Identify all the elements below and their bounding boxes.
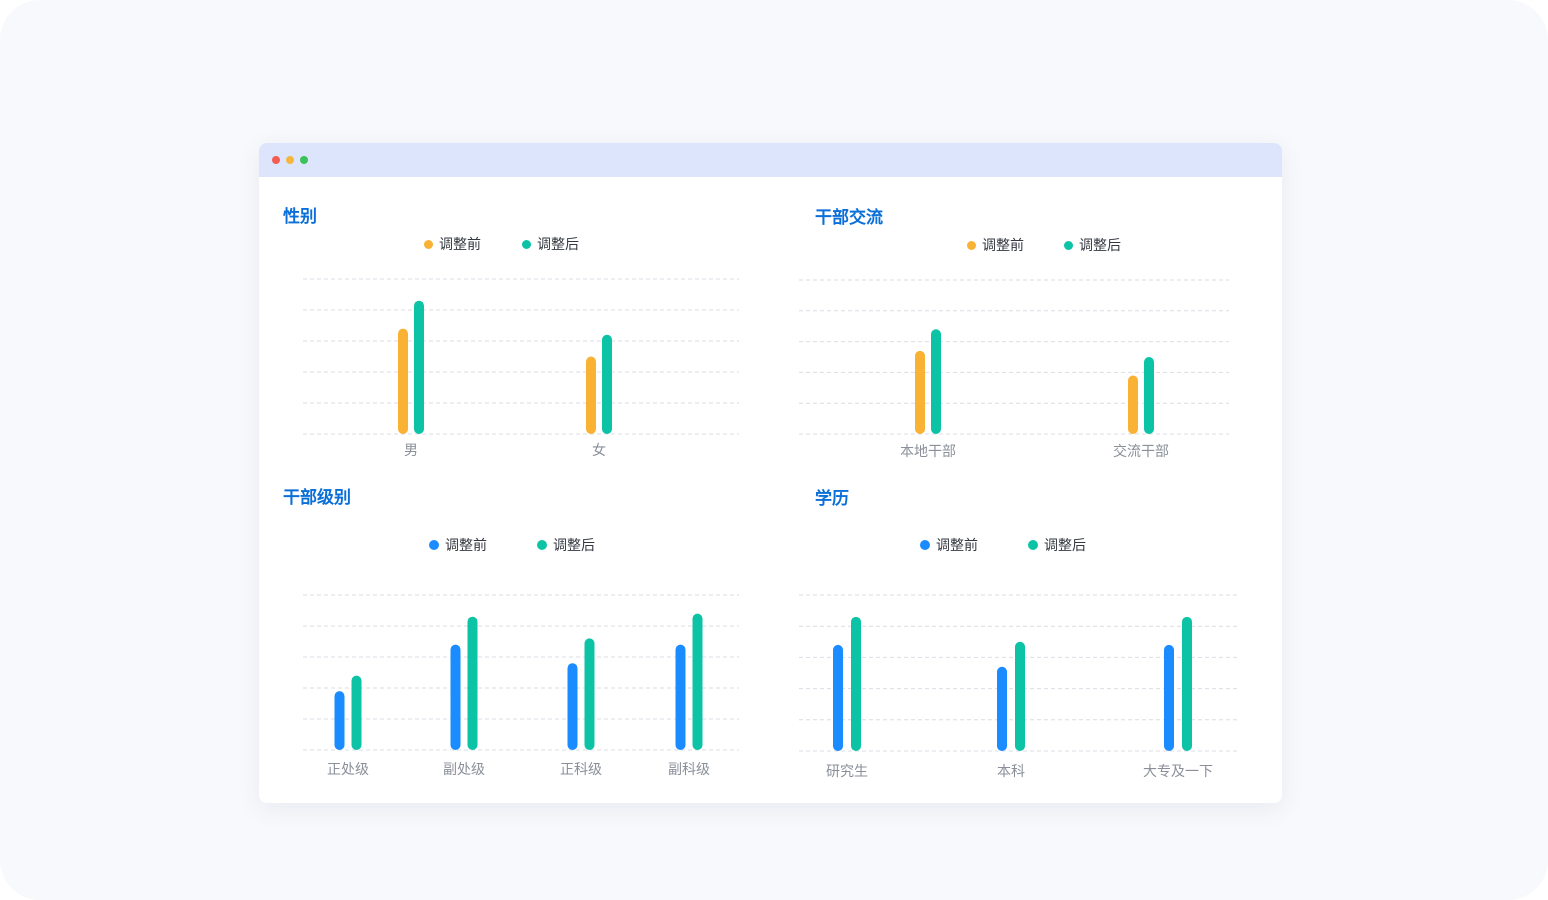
- legend-label: 调整前: [982, 238, 1024, 254]
- legend-swatch-before: [967, 240, 976, 250]
- charts-svg: 男女本地干部 交流干部正处级 副处级 正科级 副科级 研究生 本科 大专及一下: [303, 278, 1237, 780]
- bar-after: [602, 334, 612, 434]
- maximize-dot[interactable]: [300, 156, 308, 164]
- legend-label: 调整后: [1079, 238, 1121, 254]
- legend-swatch-after: [1028, 540, 1038, 550]
- panel-title-education: 学历: [815, 489, 849, 509]
- legend-swatch-after: [537, 540, 547, 550]
- panel-title-exchange: 干部交流: [815, 208, 883, 228]
- bar-before: [398, 328, 408, 434]
- legend-swatch-before: [920, 540, 930, 550]
- bar-before: [334, 691, 345, 750]
- legend-item-after[interactable]: 调整后: [537, 535, 595, 555]
- legend-item-after[interactable]: 调整后: [1028, 535, 1086, 555]
- x-tick-label: 女: [592, 442, 606, 459]
- bar-before: [586, 356, 596, 434]
- bar-after: [584, 638, 595, 750]
- x-tick-label: 正处级: [327, 762, 369, 778]
- x-tick-label: 副科级: [668, 762, 710, 778]
- bar-before: [1128, 375, 1138, 434]
- bar-before: [567, 663, 578, 750]
- legend-item-before[interactable]: 调整前: [424, 234, 481, 254]
- panel-title-gender: 性别: [283, 207, 317, 227]
- x-tick-label: 本科: [997, 764, 1025, 780]
- bar-after: [1144, 357, 1154, 434]
- chart-rank: 正处级 副处级 正科级 副科级: [303, 594, 739, 778]
- bar-after: [692, 613, 703, 750]
- bar-before: [915, 350, 925, 434]
- x-tick-label: 副处级: [443, 762, 485, 778]
- bar-before: [833, 644, 843, 751]
- bar-after: [1182, 616, 1192, 751]
- legend-item-after[interactable]: 调整后: [1064, 235, 1121, 255]
- bar-before: [1164, 644, 1174, 751]
- x-tick-label: 大专及一下: [1143, 764, 1213, 780]
- legend-swatch-after: [522, 239, 531, 249]
- bar-before: [675, 644, 686, 750]
- bar-before: [997, 666, 1007, 751]
- legend-item-after[interactable]: 调整后: [522, 234, 579, 254]
- bar-after: [931, 329, 941, 434]
- x-tick-label: 交流干部: [1113, 443, 1169, 460]
- bar-before: [450, 644, 461, 750]
- minimize-dot[interactable]: [286, 156, 294, 164]
- legend-label: 调整后: [1044, 538, 1086, 554]
- legend-label: 调整前: [445, 538, 487, 554]
- window-titlebar: [259, 143, 1282, 177]
- legend-item-before[interactable]: 调整前: [967, 235, 1024, 255]
- legend-label: 调整前: [936, 538, 978, 554]
- legend-swatch-before: [424, 239, 433, 249]
- legend-swatch-after: [1064, 240, 1073, 250]
- x-tick-label: 男: [404, 443, 418, 459]
- legend-swatch-before: [429, 540, 439, 550]
- x-tick-label: 正科级: [560, 762, 602, 778]
- x-tick-label: 研究生: [826, 764, 868, 780]
- x-tick-label: 本地干部: [900, 444, 956, 460]
- legend-item-before[interactable]: 调整前: [429, 535, 487, 555]
- bar-after: [467, 616, 478, 750]
- legend-item-before[interactable]: 调整前: [920, 535, 978, 555]
- legend-label: 调整前: [439, 237, 481, 253]
- app-window: 性别 干部交流 干部级别 学历 调整前 调整后 调整前 调整后 调整前 调整后: [259, 143, 1282, 803]
- bar-after: [851, 616, 861, 751]
- close-dot[interactable]: [272, 156, 280, 164]
- legend-label: 调整后: [537, 237, 579, 253]
- bar-after: [1015, 641, 1025, 751]
- chart-education: 研究生 本科 大专及一下: [799, 594, 1237, 780]
- chart-gender: 男女: [303, 278, 739, 459]
- panel-title-rank: 干部级别: [283, 488, 351, 508]
- legend-label: 调整后: [553, 538, 595, 554]
- bar-after: [414, 300, 424, 434]
- bar-after: [351, 675, 362, 750]
- chart-exchange: 本地干部 交流干部: [799, 279, 1229, 460]
